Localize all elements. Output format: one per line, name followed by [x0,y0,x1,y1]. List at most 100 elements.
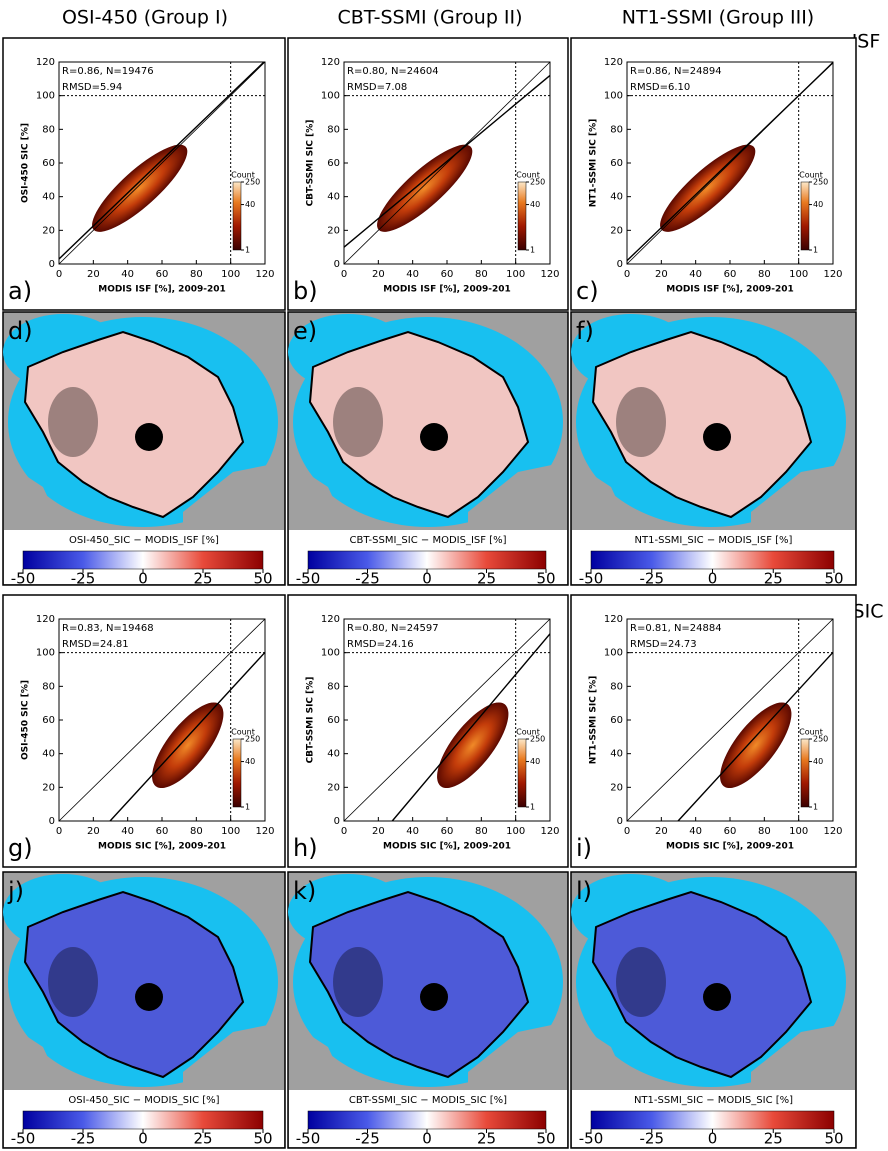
colorbar-tick-label: 0 [422,1130,432,1148]
x-tick-label: 80 [475,269,488,280]
density-cloud [720,702,792,789]
colorbar [590,550,835,570]
panel-frame [570,594,857,868]
y-tick-label: 120 [36,57,55,68]
y-tick-label: 80 [610,124,623,135]
map-panel: NT1-SSMI_SIC − MODIS_ISF [%] -50 -25 0 25 50 f… [570,311,857,588]
colorbar-tick-label: -25 [71,1130,96,1148]
x-tick-label: 120 [255,826,274,837]
y-tick-label: 100 [604,648,623,659]
pole-hole [135,423,163,451]
y-tick-label: 80 [327,681,340,692]
land [5,1022,63,1090]
colorbar [800,738,810,808]
colorbar [22,1110,264,1130]
archipelago [48,387,98,457]
colorbar-tick-label: 250 [813,735,828,744]
stats-text: R=0.80, N=24604 [347,66,439,77]
y-tick-label: 120 [604,57,623,68]
y-tick-label: 40 [327,192,340,203]
fit-line [109,651,266,822]
map-panel: CBT-SSMI_SIC − MODIS_ISF [%] -50 -25 0 25 50 e… [287,311,569,588]
colorbar-tick-label: 0 [708,570,718,588]
y-tick-label: 40 [42,749,55,760]
row-title: ISF [852,31,881,53]
colorbar-tick-label: -25 [640,570,665,588]
colorbar-tick-label: -25 [355,570,380,588]
column-title: NT1-SSMI (Group III) [622,7,814,29]
x-tick-label: 0 [56,269,62,280]
land [468,1022,566,1090]
land [290,462,348,530]
colorbar-tick-label: 50 [824,1130,843,1148]
colorbar-title: Count [799,171,823,180]
identity-line [58,618,266,822]
x-axis-label: MODIS SIC [%], 2009-201 [98,842,226,852]
x-tick-label: 100 [789,826,808,837]
sea-ice-difference [308,330,530,519]
y-tick-label: 120 [604,614,623,625]
x-tick-label: 40 [406,269,419,280]
colorbar-tick-label: -50 [11,570,36,588]
colorbar-tick-label: 0 [422,570,432,588]
colorbar-label: NT1-SSMI_SIC − MODIS_SIC [%] [634,1095,793,1106]
y-tick-label: 100 [36,91,55,102]
land [573,1022,631,1090]
stats-text: R=0.83, N=19468 [62,623,154,634]
x-tick-label: 60 [724,269,737,280]
scatter-panel: 00 20 20 40 40 60 60 80 80 100 100 120 120 R=0.86, N=… [2,37,286,311]
colorbar-tick-label: 50 [536,1130,555,1148]
land [468,462,566,530]
x-tick-label: 0 [341,826,347,837]
y-axis-label: CBT-SSMI SIC [%] [306,677,316,764]
stats-text: R=0.86, N=19476 [62,66,154,77]
y-axis-label: NT1-SSMI SIC [%] [589,119,599,207]
pole-hole [703,423,731,451]
y-tick-label: 80 [610,681,623,692]
fit-line [626,62,834,262]
colorbar-label: CBT-SSMI_SIC − MODIS_SIC [%] [349,1095,507,1106]
y-tick-label: 60 [42,158,55,169]
colorbar-tick-label: -50 [296,1130,321,1148]
colorbar-tick-label: 1 [530,246,535,255]
x-tick-label: 80 [190,269,203,280]
stats-text: R=0.80, N=24597 [347,623,439,634]
archipelago [333,387,383,457]
y-tick-label: 100 [321,648,340,659]
colorbar-tick-label: 25 [193,1130,212,1148]
colorbar-tick-label: 250 [530,178,545,187]
colorbar-tick-label: -50 [11,1130,36,1148]
sea-ice-difference [591,330,813,519]
rmsd-text: RMSD=24.16 [347,639,414,650]
x-axis-label: MODIS SIC [%], 2009-201 [666,842,794,852]
identity-line [58,61,266,265]
colorbar-label: CBT-SSMI_SIC − MODIS_ISF [%] [350,535,507,546]
y-axis-label: CBT-SSMI SIC [%] [306,120,316,207]
colorbar-tick-label: -25 [71,570,96,588]
density-cloud [437,702,509,789]
colorbar-tick-label: 40 [530,757,540,766]
x-tick-label: 100 [506,269,525,280]
y-tick-label: 60 [327,158,340,169]
fit-line [58,61,265,260]
fit-line [343,74,551,248]
y-tick-label: 120 [321,57,340,68]
colorbar [517,181,527,251]
sea-ice-difference [23,890,245,1079]
y-tick-label: 0 [334,816,340,827]
y-tick-label: 0 [617,259,623,270]
y-tick-label: 20 [42,782,55,793]
x-axis-label: MODIS ISF [%], 2009-201 [383,285,511,295]
y-tick-label: 60 [610,158,623,169]
colorbar-tick-label: 250 [245,735,260,744]
panel-letter: b) [293,277,318,305]
scatter-panel: 00 20 20 40 40 60 60 80 80 100 100 120 120 R=0.86, N=… [570,37,857,311]
colorbar-tick-label: 25 [193,570,212,588]
sea-ice-difference [591,890,813,1079]
y-axis-label: NT1-SSMI SIC [%] [589,676,599,764]
colorbar-title: Count [231,728,255,737]
x-tick-label: 20 [655,269,668,280]
panel-letter: a) [8,277,32,305]
panel-letter: f) [576,317,594,345]
colorbar-tick-label: 40 [530,200,540,209]
